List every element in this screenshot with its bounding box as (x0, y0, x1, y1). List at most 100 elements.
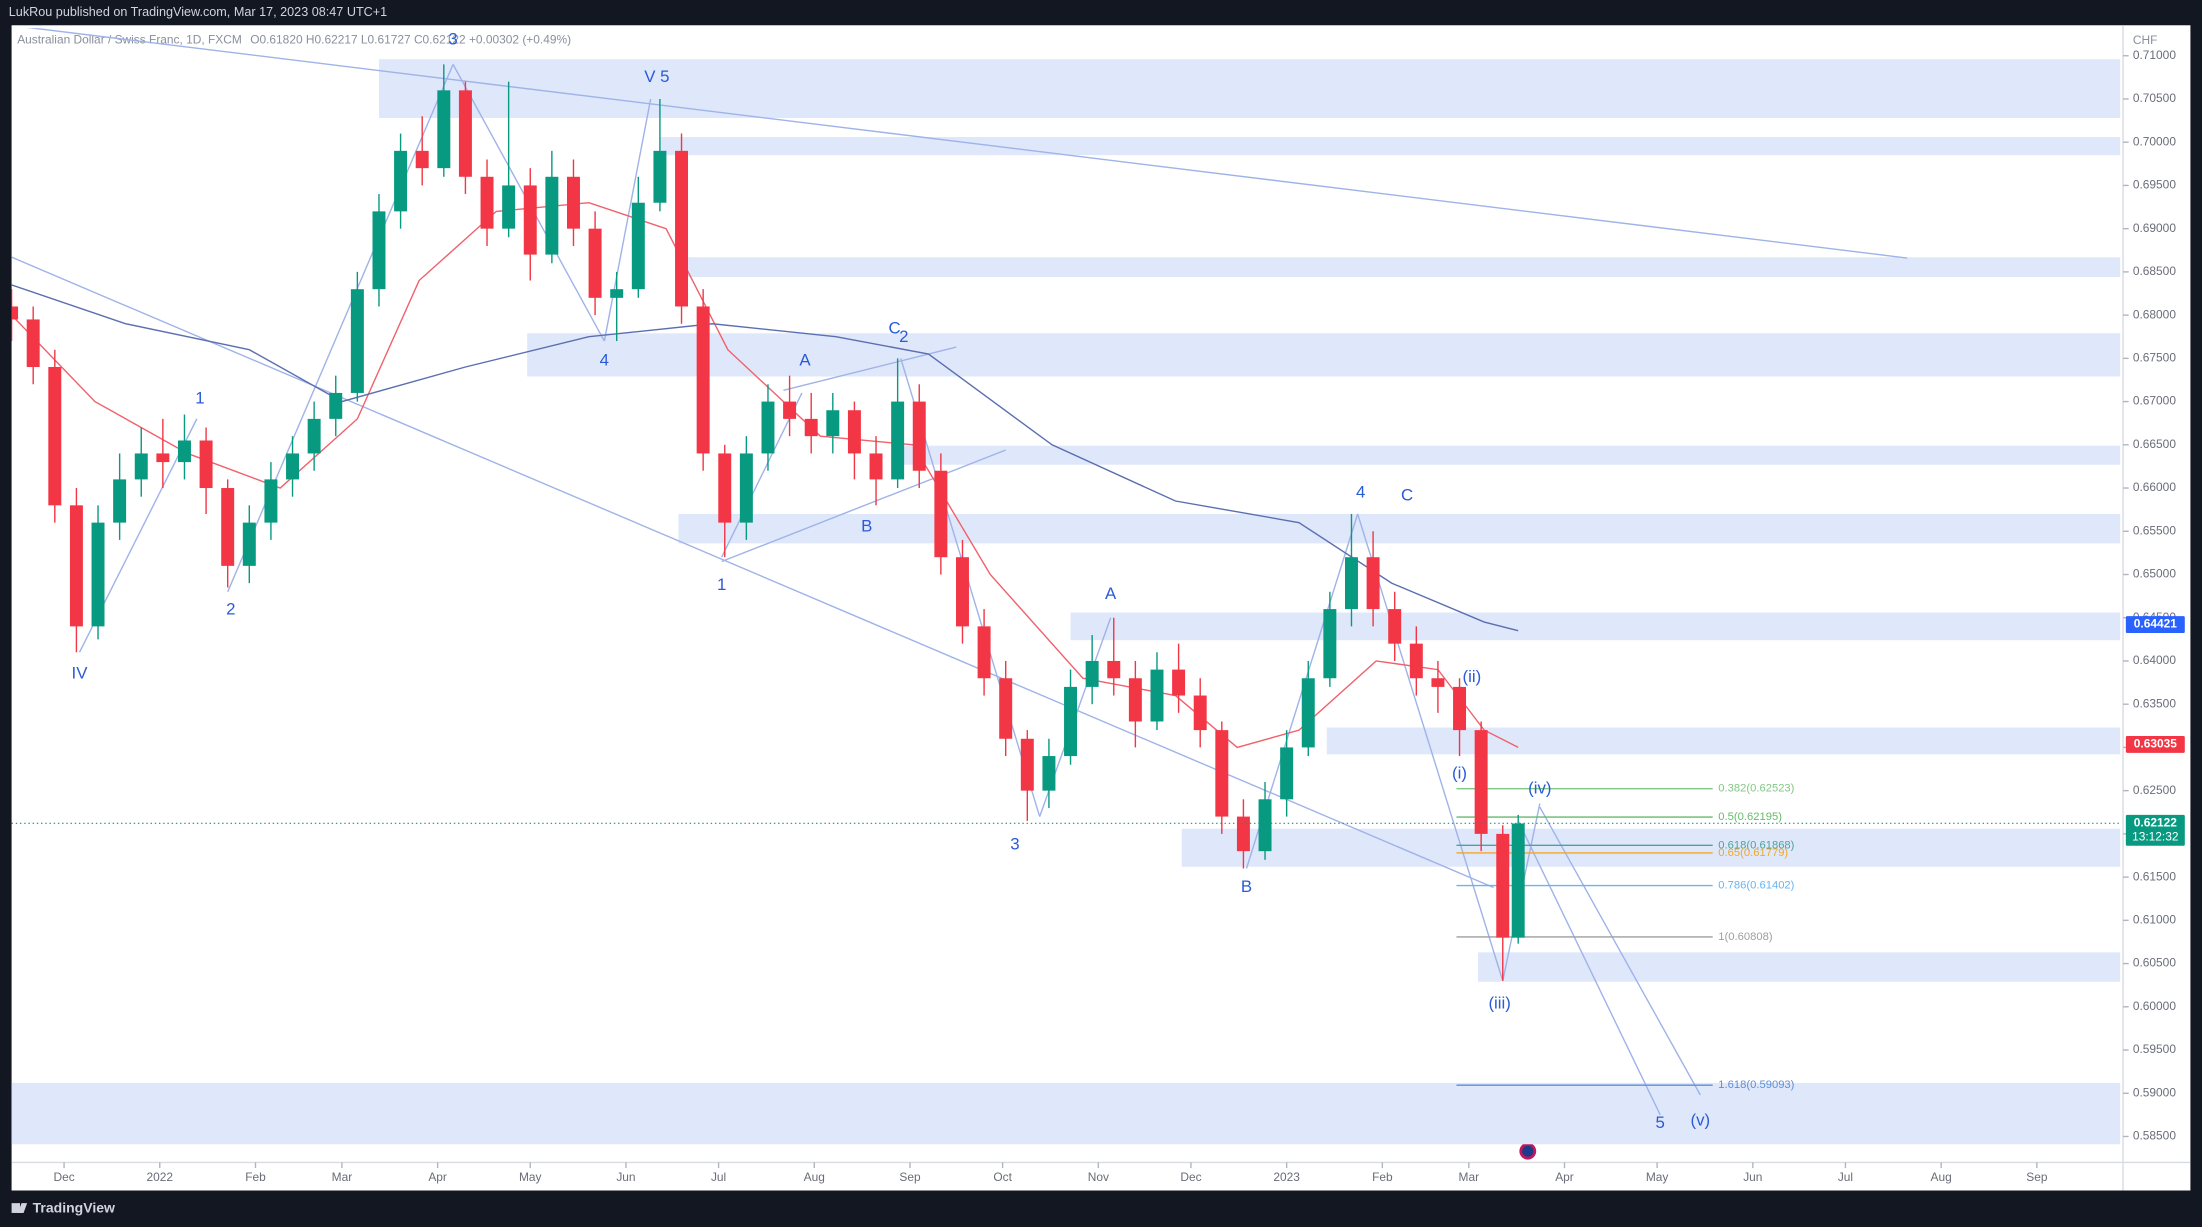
y-tick-label: 0.68000 (2133, 307, 2176, 321)
candle-body (891, 401, 905, 480)
wave-label: (iii) (1488, 994, 1510, 1013)
chart-area (11, 25, 2191, 1191)
candle-body (1128, 678, 1142, 722)
trend-line (11, 256, 1494, 889)
x-tick-label: Dec (1180, 1170, 1201, 1184)
y-tick-label: 0.65000 (2133, 567, 2176, 581)
candle-body (177, 440, 191, 463)
candle-body (1020, 738, 1034, 791)
candle-body (675, 150, 689, 307)
candle-body (1323, 609, 1337, 679)
x-tick-label: Aug (1931, 1170, 1952, 1184)
zone (527, 333, 2121, 377)
zone (675, 257, 2121, 278)
candle-body (934, 470, 948, 558)
x-tick-label: Nov (1088, 1170, 1109, 1184)
candle-body (458, 90, 472, 177)
candle-body (1215, 730, 1229, 817)
trend-line (721, 449, 1006, 563)
countdown: 13:12:32 (2132, 830, 2179, 844)
fib-label: 0.65(0.61779) (1718, 847, 1788, 859)
y-tick-label: 0.62500 (2133, 783, 2176, 797)
candle-body (610, 289, 624, 298)
candle-body (739, 453, 753, 523)
x-tick-label: Mar (1459, 1170, 1480, 1184)
flag-icon (1519, 1142, 1537, 1160)
price-tag-label: 0.63035 (2134, 737, 2177, 751)
candle-body (480, 176, 494, 229)
y-tick-label: 0.65500 (2133, 523, 2176, 537)
wave-label: 3 (1010, 835, 1019, 854)
x-tick-label: 2023 (1273, 1170, 1300, 1184)
candle-body (134, 453, 148, 480)
candle-body (1344, 557, 1358, 610)
candle-body (264, 479, 278, 523)
candle-body (1042, 756, 1056, 791)
y-tick-label: 0.67000 (2133, 394, 2176, 408)
zone (897, 445, 2121, 465)
candle-body (11, 306, 19, 320)
x-tick-label: Mar (332, 1170, 353, 1184)
x-tick-label: May (519, 1170, 542, 1184)
y-tick-label: 0.63500 (2133, 696, 2176, 710)
candle-body (869, 453, 883, 480)
candle-body (955, 557, 969, 627)
y-tick-label: 0.68500 (2133, 264, 2176, 278)
candle-body (631, 202, 645, 290)
wave-label: C (888, 318, 900, 337)
candle-body (1172, 669, 1186, 696)
y-tick-label: 0.59500 (2133, 1042, 2176, 1056)
wave-label: 4 (600, 350, 609, 369)
candle-body (912, 401, 926, 471)
zone (1478, 952, 2121, 982)
fib-label: 0.786(0.61402) (1718, 880, 1794, 892)
candle-body (783, 401, 797, 419)
candle-body (286, 453, 300, 480)
brand[interactable]: TradingView (33, 1199, 115, 1215)
fib-label: 0.382(0.62523) (1718, 783, 1794, 795)
x-tick-label: Jun (1743, 1170, 1762, 1184)
trend-line (1517, 820, 1661, 1116)
wave-label: 1 (717, 575, 726, 594)
ohlc-header: O0.61820 H0.62217 L0.61727 C0.62122 +0.0… (250, 33, 571, 47)
candle-body (415, 150, 429, 169)
trend-line (1539, 806, 1701, 1096)
candle-body (977, 626, 991, 679)
wave-label: 2 (899, 327, 908, 346)
candle-body (1258, 799, 1272, 852)
trend-line (1356, 513, 1504, 982)
candle-body (588, 228, 602, 298)
wave-label: 2 (226, 599, 235, 618)
candle-body (1474, 730, 1488, 834)
price-tag (2125, 616, 2185, 633)
y-tick-label: 0.64000 (2133, 653, 2176, 667)
currency: CHF (2133, 33, 2158, 47)
wave-label: (iv) (1528, 778, 1551, 797)
fib-label: 1.618(0.59093) (1718, 1079, 1794, 1091)
wave-label: (ii) (1463, 667, 1482, 686)
y-tick-label: 0.66500 (2133, 437, 2176, 451)
candle-body (156, 453, 170, 463)
candle-body (221, 488, 235, 566)
x-tick-label: May (1646, 1170, 1669, 1184)
fib-label: 0.5(0.62195) (1718, 811, 1782, 823)
wave-label: IV (72, 663, 89, 682)
zone (678, 513, 2121, 544)
candle-body (1193, 695, 1207, 731)
trend-line (26, 28, 1908, 259)
candle-body (1511, 823, 1525, 938)
x-tick-label: Sep (2026, 1170, 2048, 1184)
x-tick-label: Jul (711, 1170, 726, 1184)
y-tick-label: 0.70000 (2133, 134, 2176, 148)
candle-body (523, 185, 537, 255)
y-tick-label: 0.66000 (2133, 480, 2176, 494)
x-tick-label: Apr (428, 1170, 447, 1184)
candle-body (1236, 816, 1250, 852)
x-tick-label: Apr (1555, 1170, 1574, 1184)
wave-label: 3 (448, 30, 457, 49)
candle-body (394, 150, 408, 212)
wave-label: B (861, 516, 872, 535)
price-tag (2125, 735, 2185, 753)
y-tick-label: 0.60500 (2133, 956, 2176, 970)
candle-body (26, 319, 40, 367)
